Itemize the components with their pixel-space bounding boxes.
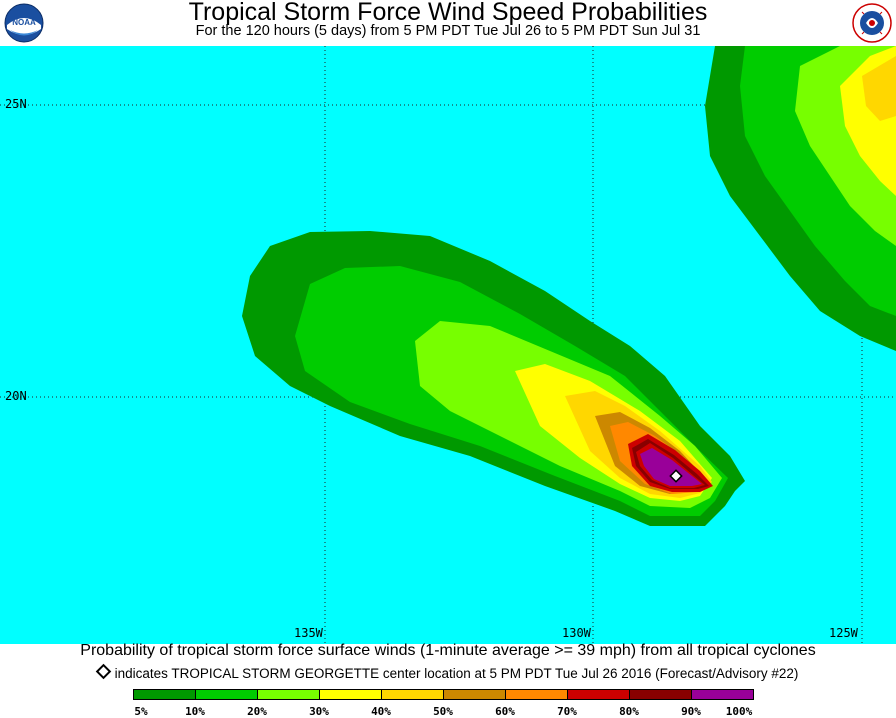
legend-label-3: 30% — [309, 705, 329, 718]
legend-swatch-9 — [691, 689, 754, 700]
legend-label-0: 5% — [134, 705, 148, 718]
noaa-logo: NOAA — [4, 3, 44, 43]
legend-label-6: 60% — [495, 705, 515, 718]
svg-text:NOAA: NOAA — [12, 18, 36, 27]
east-swath — [705, 46, 896, 351]
legend-swatch-6 — [505, 689, 568, 700]
diamond-icon — [95, 663, 111, 680]
storm-location-text: indicates TROPICAL STORM GEORGETTE cente… — [114, 666, 799, 681]
lon-label-135w: 135W — [294, 626, 323, 640]
legend-swatch-8 — [629, 689, 692, 700]
caption: Probability of tropical storm force surf… — [80, 642, 816, 659]
legend-label-7: 70% — [557, 705, 577, 718]
lat-label-25n: 25N — [5, 97, 27, 111]
georgette-swath — [242, 231, 745, 526]
page-subtitle: For the 120 hours (5 days) from 5 PM PDT… — [195, 23, 701, 39]
legend-label-5: 50% — [433, 705, 453, 718]
contour-100pct — [640, 448, 702, 486]
storm-location-note: indicates TROPICAL STORM GEORGETTE cente… — [0, 663, 896, 681]
legend-label-2: 20% — [247, 705, 267, 718]
legend-swatch-0 — [133, 689, 196, 700]
legend-swatch-4 — [381, 689, 444, 700]
legend-swatch-2 — [257, 689, 320, 700]
legend-swatch-7 — [567, 689, 630, 700]
legend-label-9: 90% — [681, 705, 701, 718]
lon-label-130w: 130W — [562, 626, 591, 640]
legend-label-10: 100% — [725, 705, 753, 718]
storm-center-marker — [669, 469, 683, 483]
color-scale — [133, 689, 754, 702]
lat-label-20n: 20N — [5, 389, 27, 403]
probability-map: 25N 20N 135W 130W 125W — [0, 46, 896, 644]
page-title: Tropical Storm Force Wind Speed Probabil… — [188, 0, 708, 26]
header: NOAA Tropical Storm Force Wind Speed Pro… — [0, 0, 896, 46]
east-contour-40pct — [862, 56, 896, 121]
legend-swatch-1 — [195, 689, 258, 700]
probability-map-svg — [0, 46, 896, 644]
legend-label-8: 80% — [619, 705, 639, 718]
legend-label-1: 10% — [185, 705, 205, 718]
footer: Probability of tropical storm force surf… — [0, 642, 896, 718]
lon-label-125w: 125W — [829, 626, 858, 640]
legend-label-4: 40% — [371, 705, 391, 718]
nws-logo — [852, 3, 892, 43]
legend-swatch-5 — [443, 689, 506, 700]
legend-swatch-3 — [319, 689, 382, 700]
